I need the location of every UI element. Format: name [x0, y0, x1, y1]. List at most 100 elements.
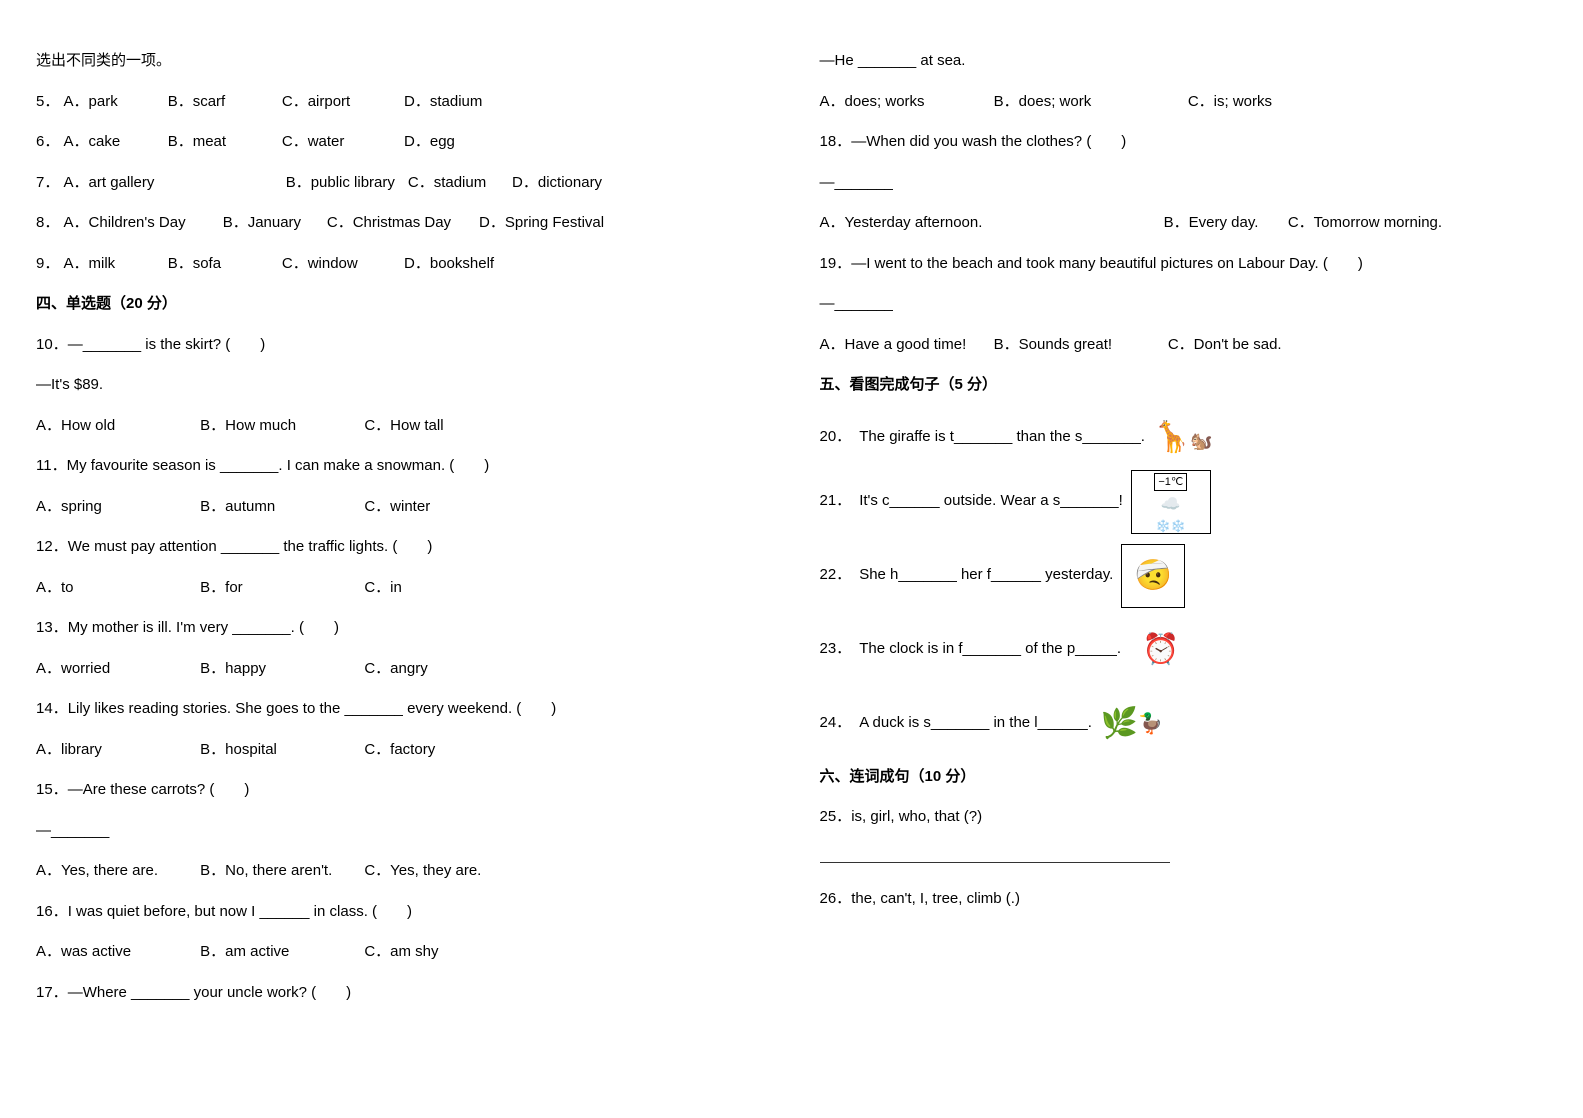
- option-c: C．stadium: [408, 172, 508, 195]
- stem: the, can't, I, tree, climb (.): [851, 890, 1020, 907]
- question-10-stem: 10．—_______ is the skirt? ( ): [36, 334, 764, 357]
- hurt-foot-image: 🤕: [1121, 544, 1185, 608]
- section-4-heading: 四、单选题（20 分）: [36, 293, 764, 316]
- option-c: C．Yes, they are.: [364, 860, 481, 883]
- stem: —When did you wash the clothes? ( ): [851, 133, 1126, 150]
- question-22: 22． She h_______ her f______ yesterday. …: [820, 544, 1548, 608]
- question-13-options: A．worried B．happy C．angry: [36, 658, 764, 681]
- question-10-line2: —It's $89.: [36, 374, 764, 397]
- stem: We must pay attention _______ the traffi…: [68, 538, 433, 555]
- question-11-stem: 11．My favourite season is _______. I can…: [36, 455, 764, 478]
- q-number: 6．: [36, 133, 59, 150]
- option-c: C．am shy: [364, 941, 438, 964]
- option-c: C．is; works: [1188, 91, 1272, 114]
- question-16-stem: 16．I was quiet before, but now I ______ …: [36, 901, 764, 924]
- question-25: 25．is, girl, who, that (?): [820, 806, 1548, 829]
- q-number: 22．: [820, 564, 852, 587]
- option-a: A．worried: [36, 658, 196, 681]
- duck-lake-image: 🌿🦆: [1100, 692, 1164, 756]
- question-13-stem: 13．My mother is ill. I'm very _______. (…: [36, 617, 764, 640]
- section-5-heading: 五、看图完成句子（5 分）: [820, 374, 1548, 397]
- option-c: C．window: [282, 253, 400, 276]
- option-c: C．airport: [282, 91, 400, 114]
- question-18-options: A．Yesterday afternoon. B．Every day. C．To…: [820, 212, 1548, 235]
- question-18-line2: —_______: [820, 172, 1548, 195]
- option-b: B．Every day.: [1164, 212, 1284, 235]
- option-c: C．Christmas Day: [327, 212, 475, 235]
- question-11-options: A．spring B．autumn C．winter: [36, 496, 764, 519]
- option-b: B．sofa: [168, 253, 278, 276]
- q-number: 12．: [36, 538, 68, 555]
- cloud-icon: ☁️: [1161, 493, 1181, 517]
- question-12-options: A．to B．for C．in: [36, 577, 764, 600]
- option-a: A．art gallery: [64, 172, 282, 195]
- option-c: C．Tomorrow morning.: [1288, 212, 1442, 235]
- right-column: —He _______ at sea. A．does; works B．does…: [820, 50, 1548, 1022]
- option-b: B．meat: [168, 131, 278, 154]
- option-a: A．Yesterday afternoon.: [820, 212, 1160, 235]
- q-number: 19．: [820, 255, 852, 272]
- question-20: 20． The giraffe is t_______ than the s__…: [820, 415, 1548, 460]
- option-a: A．How old: [36, 415, 196, 438]
- q-number: 11．: [36, 457, 67, 474]
- option-a: A．park: [64, 91, 164, 114]
- question-23: 23． The clock is in f_______ of the p___…: [820, 618, 1548, 682]
- option-b: B．public library: [286, 172, 404, 195]
- option-a: A．Have a good time!: [820, 334, 990, 357]
- question-21: 21． It's c______ outside. Wear a s______…: [820, 470, 1548, 534]
- question-19-options: A．Have a good time! B．Sounds great! C．Do…: [820, 334, 1548, 357]
- option-b: B．hospital: [200, 739, 360, 762]
- q-number: 10．: [36, 336, 68, 353]
- question-5: 5． A．park B．scarf C．airport D．stadium: [36, 91, 764, 114]
- option-a: A．Yes, there are.: [36, 860, 196, 883]
- option-a: A．cake: [64, 131, 164, 154]
- q-number: 13．: [36, 619, 68, 636]
- stem: It's c______ outside. Wear a s_______!: [859, 490, 1123, 513]
- question-17-line2: —He _______ at sea.: [820, 50, 1548, 73]
- question-6: 6． A．cake B．meat C．water D．egg: [36, 131, 764, 154]
- stem: The clock is in f_______ of the p_____.: [859, 638, 1121, 661]
- stem: —Where _______ your uncle work? ( ): [68, 984, 351, 1001]
- q-number: 9．: [36, 255, 59, 272]
- question-15-stem: 15．—Are these carrots? ( ): [36, 779, 764, 802]
- q-number: 7．: [36, 174, 59, 191]
- question-17-options: A．does; works B．does; work C．is; works: [820, 91, 1548, 114]
- option-c: C．angry: [364, 658, 427, 681]
- stem: —_______ is the skirt? ( ): [68, 336, 266, 353]
- snow-icon: ❄️❄️: [1156, 517, 1186, 535]
- option-b: B．autumn: [200, 496, 360, 519]
- option-b: B．scarf: [168, 91, 278, 114]
- q-number: 21．: [820, 490, 852, 513]
- q-number: 23．: [820, 638, 852, 661]
- q-number: 8．: [36, 214, 59, 231]
- stem: is, girl, who, that (?): [851, 808, 982, 825]
- question-19-line2: —_______: [820, 293, 1548, 316]
- question-15-options: A．Yes, there are. B．No, there aren't. C．…: [36, 860, 764, 883]
- question-9: 9． A．milk B．sofa C．window D．bookshelf: [36, 253, 764, 276]
- answer-blank-25: [820, 847, 1548, 871]
- stem: My mother is ill. I'm very _______. ( ): [68, 619, 339, 636]
- q-number: 17．: [36, 984, 68, 1001]
- q-number: 24．: [820, 712, 852, 735]
- option-d: D．stadium: [404, 91, 482, 114]
- temperature-label: −1℃: [1154, 473, 1187, 492]
- option-a: A．was active: [36, 941, 196, 964]
- instruction-odd-one-out: 选出不同类的一项。: [36, 50, 764, 73]
- q-number: 18．: [820, 133, 852, 150]
- question-15-line2: —_______: [36, 820, 764, 843]
- giraffe-icon: 🦒🐿️: [1153, 415, 1213, 460]
- option-c: C．in: [364, 577, 402, 600]
- stem: I was quiet before, but now I ______ in …: [68, 903, 412, 920]
- option-c: C．factory: [364, 739, 435, 762]
- option-a: A．does; works: [820, 91, 990, 114]
- question-8: 8． A．Children's Day B．January C．Christma…: [36, 212, 764, 235]
- stem: A duck is s_______ in the l______.: [859, 712, 1092, 735]
- option-c: C．water: [282, 131, 400, 154]
- option-a: A．spring: [36, 496, 196, 519]
- q-number: 16．: [36, 903, 68, 920]
- q-number: 20．: [820, 426, 852, 449]
- option-c: C．How tall: [364, 415, 443, 438]
- q-number: 14．: [36, 700, 68, 717]
- option-a: A．Children's Day: [64, 212, 219, 235]
- option-d: D．Spring Festival: [479, 212, 604, 235]
